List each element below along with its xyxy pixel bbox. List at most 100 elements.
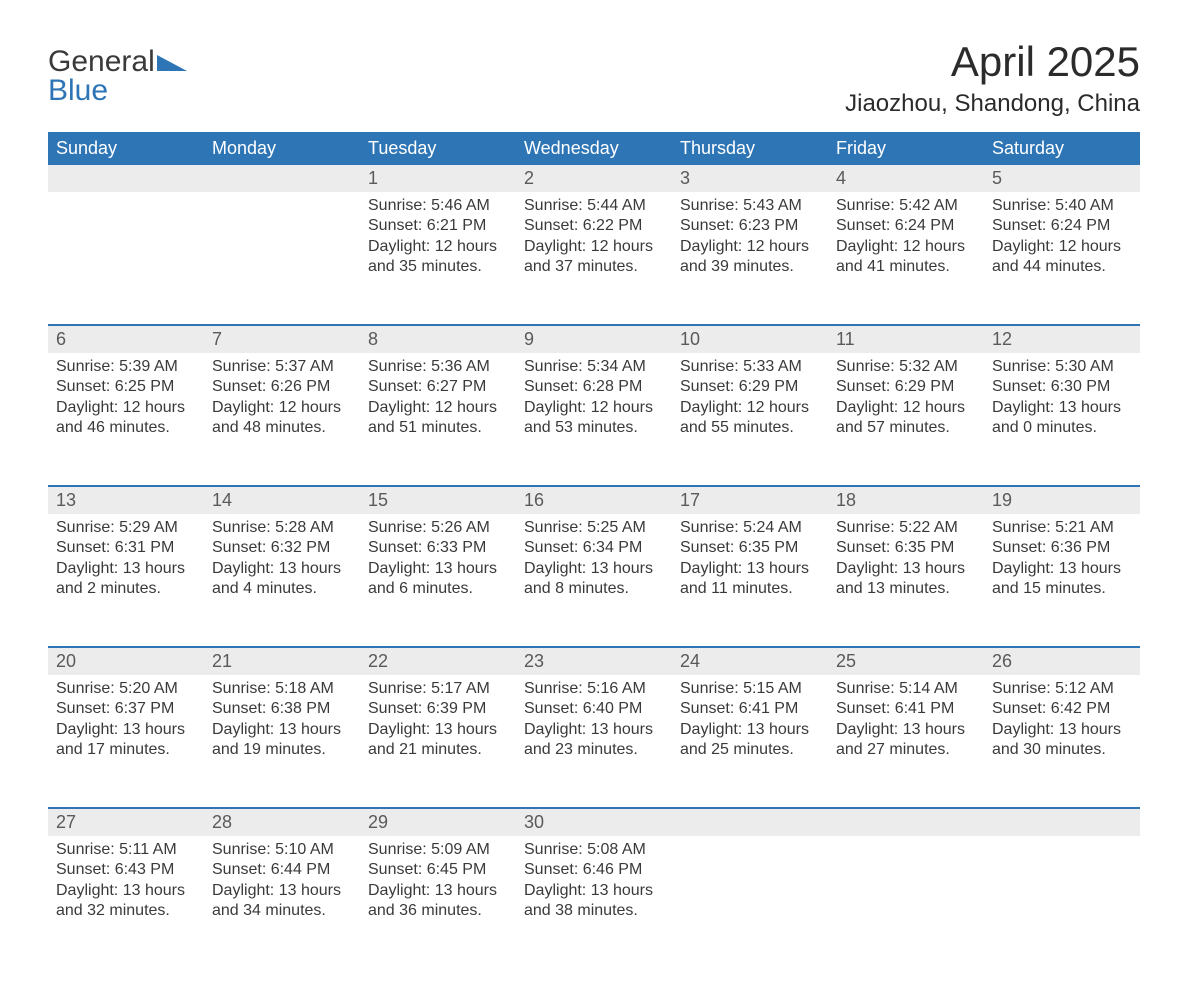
day-number: 10 [672, 326, 828, 353]
location-subtitle: Jiaozhou, Shandong, China [845, 90, 1140, 118]
dow-thursday: Thursday [672, 132, 828, 165]
day-number: 29 [360, 809, 516, 836]
day-cell: Sunrise: 5:37 AMSunset: 6:26 PMDaylight:… [204, 353, 360, 451]
daylight-text: Daylight: 13 hours and 11 minutes. [680, 559, 820, 600]
sunset-text: Sunset: 6:38 PM [212, 699, 352, 719]
daylight-text: Daylight: 13 hours and 27 minutes. [836, 720, 976, 761]
day-cell: Sunrise: 5:11 AMSunset: 6:43 PMDaylight:… [48, 836, 204, 934]
sunrise-text: Sunrise: 5:37 AM [212, 357, 352, 377]
sunrise-text: Sunrise: 5:25 AM [524, 518, 664, 538]
day-number: 11 [828, 326, 984, 353]
sunrise-text: Sunrise: 5:28 AM [212, 518, 352, 538]
sunrise-text: Sunrise: 5:17 AM [368, 679, 508, 699]
brand-logo: General Blue [48, 48, 187, 105]
daylight-text: Daylight: 13 hours and 36 minutes. [368, 881, 508, 922]
day-number: 19 [984, 487, 1140, 514]
daylight-text: Daylight: 12 hours and 39 minutes. [680, 237, 820, 278]
sunset-text: Sunset: 6:34 PM [524, 538, 664, 558]
title-block: April 2025 Jiaozhou, Shandong, China [845, 30, 1140, 124]
day-cell: Sunrise: 5:21 AMSunset: 6:36 PMDaylight:… [984, 514, 1140, 612]
week-daynum-row: 27282930 [48, 809, 1140, 836]
day-cell: Sunrise: 5:18 AMSunset: 6:38 PMDaylight:… [204, 675, 360, 773]
month-title: April 2025 [845, 38, 1140, 86]
daylight-text: Daylight: 12 hours and 48 minutes. [212, 398, 352, 439]
week-daynum-row: 12345 [48, 165, 1140, 192]
day-cell [48, 192, 204, 208]
day-cell: Sunrise: 5:32 AMSunset: 6:29 PMDaylight:… [828, 353, 984, 451]
day-number [48, 165, 204, 171]
day-cell: Sunrise: 5:36 AMSunset: 6:27 PMDaylight:… [360, 353, 516, 451]
sunrise-text: Sunrise: 5:34 AM [524, 357, 664, 377]
sunset-text: Sunset: 6:33 PM [368, 538, 508, 558]
sunrise-text: Sunrise: 5:11 AM [56, 840, 196, 860]
sunrise-text: Sunrise: 5:36 AM [368, 357, 508, 377]
day-cell [828, 836, 984, 852]
day-cell: Sunrise: 5:24 AMSunset: 6:35 PMDaylight:… [672, 514, 828, 612]
sunrise-text: Sunrise: 5:09 AM [368, 840, 508, 860]
day-cell [984, 836, 1140, 852]
day-cell: Sunrise: 5:44 AMSunset: 6:22 PMDaylight:… [516, 192, 672, 290]
day-number: 3 [672, 165, 828, 192]
day-number: 2 [516, 165, 672, 192]
sunrise-text: Sunrise: 5:14 AM [836, 679, 976, 699]
day-cell: Sunrise: 5:16 AMSunset: 6:40 PMDaylight:… [516, 675, 672, 773]
daylight-text: Daylight: 13 hours and 32 minutes. [56, 881, 196, 922]
day-number: 21 [204, 648, 360, 675]
day-number: 27 [48, 809, 204, 836]
page-header: General Blue April 2025 Jiaozhou, Shando… [48, 30, 1140, 124]
sunrise-text: Sunrise: 5:16 AM [524, 679, 664, 699]
day-cell: Sunrise: 5:08 AMSunset: 6:46 PMDaylight:… [516, 836, 672, 934]
day-cell: Sunrise: 5:26 AMSunset: 6:33 PMDaylight:… [360, 514, 516, 612]
day-number: 24 [672, 648, 828, 675]
sunset-text: Sunset: 6:27 PM [368, 377, 508, 397]
sunrise-text: Sunrise: 5:46 AM [368, 196, 508, 216]
daylight-text: Daylight: 13 hours and 19 minutes. [212, 720, 352, 761]
week-daynum-row: 13141516171819 [48, 487, 1140, 514]
day-number: 8 [360, 326, 516, 353]
daylight-text: Daylight: 13 hours and 17 minutes. [56, 720, 196, 761]
daylight-text: Daylight: 13 hours and 4 minutes. [212, 559, 352, 600]
day-number [984, 809, 1140, 815]
day-cell: Sunrise: 5:15 AMSunset: 6:41 PMDaylight:… [672, 675, 828, 773]
day-cell: Sunrise: 5:22 AMSunset: 6:35 PMDaylight:… [828, 514, 984, 612]
daylight-text: Daylight: 13 hours and 25 minutes. [680, 720, 820, 761]
daylight-text: Daylight: 13 hours and 34 minutes. [212, 881, 352, 922]
sunrise-text: Sunrise: 5:20 AM [56, 679, 196, 699]
week-daynum-row: 6789101112 [48, 326, 1140, 353]
day-cell: Sunrise: 5:30 AMSunset: 6:30 PMDaylight:… [984, 353, 1140, 451]
sunrise-text: Sunrise: 5:42 AM [836, 196, 976, 216]
sunrise-text: Sunrise: 5:08 AM [524, 840, 664, 860]
dow-saturday: Saturday [984, 132, 1140, 165]
daylight-text: Daylight: 12 hours and 55 minutes. [680, 398, 820, 439]
sunrise-text: Sunrise: 5:44 AM [524, 196, 664, 216]
day-number: 20 [48, 648, 204, 675]
daylight-text: Daylight: 12 hours and 41 minutes. [836, 237, 976, 278]
daylight-text: Daylight: 13 hours and 13 minutes. [836, 559, 976, 600]
sunset-text: Sunset: 6:24 PM [992, 216, 1132, 236]
day-cell: Sunrise: 5:43 AMSunset: 6:23 PMDaylight:… [672, 192, 828, 290]
sunset-text: Sunset: 6:36 PM [992, 538, 1132, 558]
day-cell: Sunrise: 5:39 AMSunset: 6:25 PMDaylight:… [48, 353, 204, 451]
sunset-text: Sunset: 6:22 PM [524, 216, 664, 236]
sunset-text: Sunset: 6:35 PM [836, 538, 976, 558]
sunrise-text: Sunrise: 5:12 AM [992, 679, 1132, 699]
week-body-row: Sunrise: 5:39 AMSunset: 6:25 PMDaylight:… [48, 353, 1140, 485]
sunset-text: Sunset: 6:28 PM [524, 377, 664, 397]
day-cell [204, 192, 360, 208]
sunset-text: Sunset: 6:45 PM [368, 860, 508, 880]
sunset-text: Sunset: 6:25 PM [56, 377, 196, 397]
week-body-row: Sunrise: 5:20 AMSunset: 6:37 PMDaylight:… [48, 675, 1140, 807]
day-cell: Sunrise: 5:12 AMSunset: 6:42 PMDaylight:… [984, 675, 1140, 773]
day-number: 16 [516, 487, 672, 514]
day-number: 23 [516, 648, 672, 675]
daylight-text: Daylight: 12 hours and 37 minutes. [524, 237, 664, 278]
day-cell [672, 836, 828, 852]
day-number: 30 [516, 809, 672, 836]
sunset-text: Sunset: 6:39 PM [368, 699, 508, 719]
sunset-text: Sunset: 6:41 PM [836, 699, 976, 719]
daylight-text: Daylight: 13 hours and 0 minutes. [992, 398, 1132, 439]
sunset-text: Sunset: 6:35 PM [680, 538, 820, 558]
sunset-text: Sunset: 6:44 PM [212, 860, 352, 880]
day-cell: Sunrise: 5:28 AMSunset: 6:32 PMDaylight:… [204, 514, 360, 612]
day-number: 26 [984, 648, 1140, 675]
